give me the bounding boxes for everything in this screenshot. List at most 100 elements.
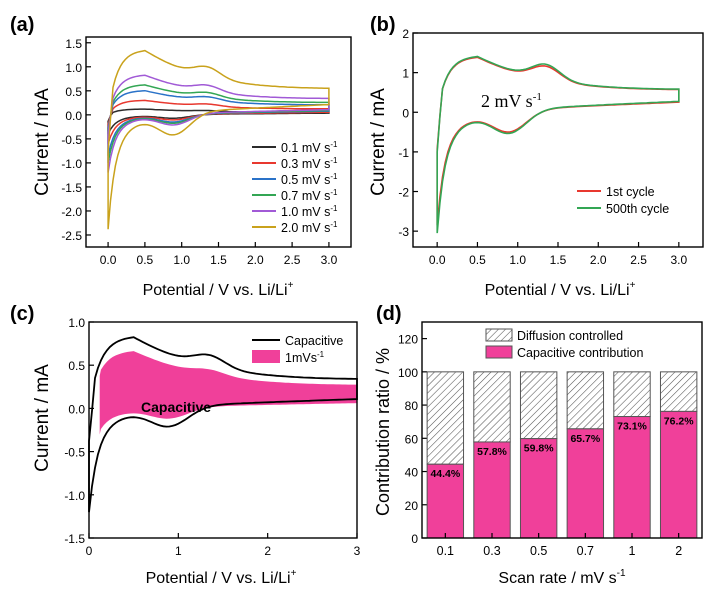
panel-a-ylabel: Current / mA <box>32 88 53 196</box>
legend-label: 1.0 mV s-1 <box>281 204 338 219</box>
legend-label-main: 0.3 mV s <box>281 157 330 171</box>
x-tick-label: 0.5 <box>469 253 486 267</box>
x-tick-label: 0.7 <box>577 544 594 558</box>
legend-label: Capacitive contribution <box>517 346 644 360</box>
legend-label-sup: -1 <box>330 220 338 229</box>
x-tick-label: 3.0 <box>670 253 687 267</box>
panel-c: (c) 0 1 2 3 1.0 0.5 0.0 -0.5 -1.0 -1.5 Current / … <box>10 303 361 587</box>
bar-capacitive <box>613 416 651 539</box>
y-tick-label: 0.0 <box>65 109 82 123</box>
x-tick-label: 1 <box>175 544 182 558</box>
panel-b-ylabel: Current / mA <box>368 88 389 196</box>
panel-d-ylabel: Contribution ratio / % <box>373 348 393 516</box>
panel-d-label: (d) <box>376 303 402 325</box>
panel-d-plot: 0 20 40 60 80 100 120 44.4% 0.1 57.8% 0.3 59.8% 0.5 6… <box>398 333 698 558</box>
bar-data-label: 59.8% <box>524 443 554 455</box>
bar-data-label: 44.4% <box>430 468 460 480</box>
panel-b-frame <box>412 32 704 248</box>
panel-c-xlabel-sup: + <box>291 568 297 579</box>
x-tick-label: 0.5 <box>530 544 547 558</box>
x-tick-label: 1.0 <box>173 253 190 267</box>
cv-curve-0.1 <box>107 108 330 135</box>
bar-diffusion <box>566 371 605 430</box>
legend-label-main: 0.1 mV s <box>281 141 330 155</box>
legend-label: 0.7 mV s-1 <box>281 188 338 203</box>
panel-a-plot: 0.0 0.5 1.0 1.5 2.0 2.5 3.0 1.5 1.0 0.5 0.0 -0.5 -1.… <box>61 37 337 267</box>
legend-label-sup: -1 <box>330 140 338 149</box>
y-tick-label: -1 <box>398 146 409 160</box>
legend-label: 1mVs-1 <box>285 350 325 365</box>
y-tick-label: 2 <box>402 27 409 41</box>
legend-label-sup: -1 <box>330 156 338 165</box>
y-tick-label: 0 <box>411 532 418 546</box>
y-tick-label: -1.5 <box>64 532 85 546</box>
bar-capacitive <box>659 410 698 539</box>
panel-c-xlabel: Potential / V vs. Li/Li+ <box>146 568 297 587</box>
y-tick-label: 120 <box>398 333 418 347</box>
bar-data-label: 65.7% <box>570 433 600 445</box>
x-tick-label: 0 <box>86 544 93 558</box>
y-tick-label: 0.5 <box>65 85 82 99</box>
x-tick-label: 2 <box>675 544 682 558</box>
panel-b-xlabel: Potential / V vs. Li/Li+ <box>485 280 636 299</box>
bar-capacitive <box>566 428 605 539</box>
y-tick-label: 0 <box>402 106 409 120</box>
x-tick-label: 0.3 <box>483 544 500 558</box>
panel-c-ylabel: Current / mA <box>32 364 53 472</box>
panel-b-plot: 0.0 0.5 1.0 1.5 2.0 2.5 3.0 2 1 0 -1 -2 -3 <box>398 27 687 267</box>
y-tick-label: 1.0 <box>65 61 82 75</box>
legend-label-sup: -1 <box>330 204 338 213</box>
panel-b-label: (b) <box>370 14 396 36</box>
bar-data-label: 73.1% <box>617 421 647 433</box>
cv-curve-0.3 <box>107 99 330 144</box>
y-tick-label: 0.5 <box>68 359 85 373</box>
panel-d-frame <box>421 321 703 539</box>
x-tick-label: 2.5 <box>630 253 647 267</box>
legend-label: Capacitive <box>285 334 343 348</box>
cv-curve-cycle-500 <box>436 55 680 234</box>
legend-swatch-fill <box>252 350 280 363</box>
bar-diffusion <box>473 371 511 443</box>
panel-a-legend: 0.1 mV s-10.3 mV s-10.5 mV s-10.7 mV s-1… <box>252 140 338 235</box>
panel-a-label: (a) <box>10 14 34 36</box>
panel-c-xlabel-main: Potential / V vs. Li/Li <box>146 570 291 587</box>
legend-label-sup: -1 <box>317 350 325 359</box>
panel-a-xlabel: Potential / V vs. Li/Li+ <box>143 280 294 299</box>
legend-label-main: 0.5 mV s <box>281 173 330 187</box>
bar-diffusion <box>659 371 698 412</box>
legend-label-main: 1.0 mV s <box>281 205 330 219</box>
x-tick-label: 3 <box>354 544 361 558</box>
y-tick-label: -0.5 <box>64 446 85 460</box>
legend-label-main: 2.0 mV s <box>281 221 330 235</box>
panel-c-frame <box>88 321 358 539</box>
y-tick-label: 1 <box>402 67 409 81</box>
legend-label: 1st cycle <box>606 185 655 199</box>
y-tick-label: -1.0 <box>61 157 82 171</box>
panel-b-annotation-main: 2 mV s <box>481 91 533 111</box>
bar-data-label: 57.8% <box>477 446 507 458</box>
y-tick-label: 80 <box>405 399 419 413</box>
legend-label-sup: -1 <box>330 188 338 197</box>
panel-a-xlabel-main: Potential / V vs. Li/Li <box>143 282 288 299</box>
bar-capacitive <box>519 438 558 539</box>
x-tick-label: 0.5 <box>137 253 154 267</box>
bar-diffusion <box>613 371 651 418</box>
y-tick-label: 60 <box>405 432 419 446</box>
panel-a: (a) 0.0 0.5 1.0 1.5 2.0 2.5 3.0 1.5 1.0 0.5 0.0 -0.… <box>10 14 352 299</box>
x-tick-label: 2.0 <box>247 253 264 267</box>
panel-a-frame <box>85 36 352 248</box>
panel-b-annotation: 2 mV s-1 <box>481 91 542 111</box>
x-tick-label: 2.5 <box>284 253 301 267</box>
legend-label: Diffusion controlled <box>517 329 623 343</box>
y-tick-label: 1.5 <box>65 37 82 51</box>
panel-d-legend: Diffusion controlled Capacitive contribut… <box>485 328 644 360</box>
panel-b-annotation-sup: -1 <box>533 91 542 103</box>
cv-curve-0.7 <box>107 84 330 164</box>
x-tick-label: 2 <box>264 544 271 558</box>
x-tick-label: 0.0 <box>429 253 446 267</box>
x-tick-label: 1.5 <box>210 253 227 267</box>
x-tick-label: 1 <box>629 544 636 558</box>
y-tick-label: -2.5 <box>61 229 82 243</box>
cv-curve-1.0 <box>107 74 330 173</box>
